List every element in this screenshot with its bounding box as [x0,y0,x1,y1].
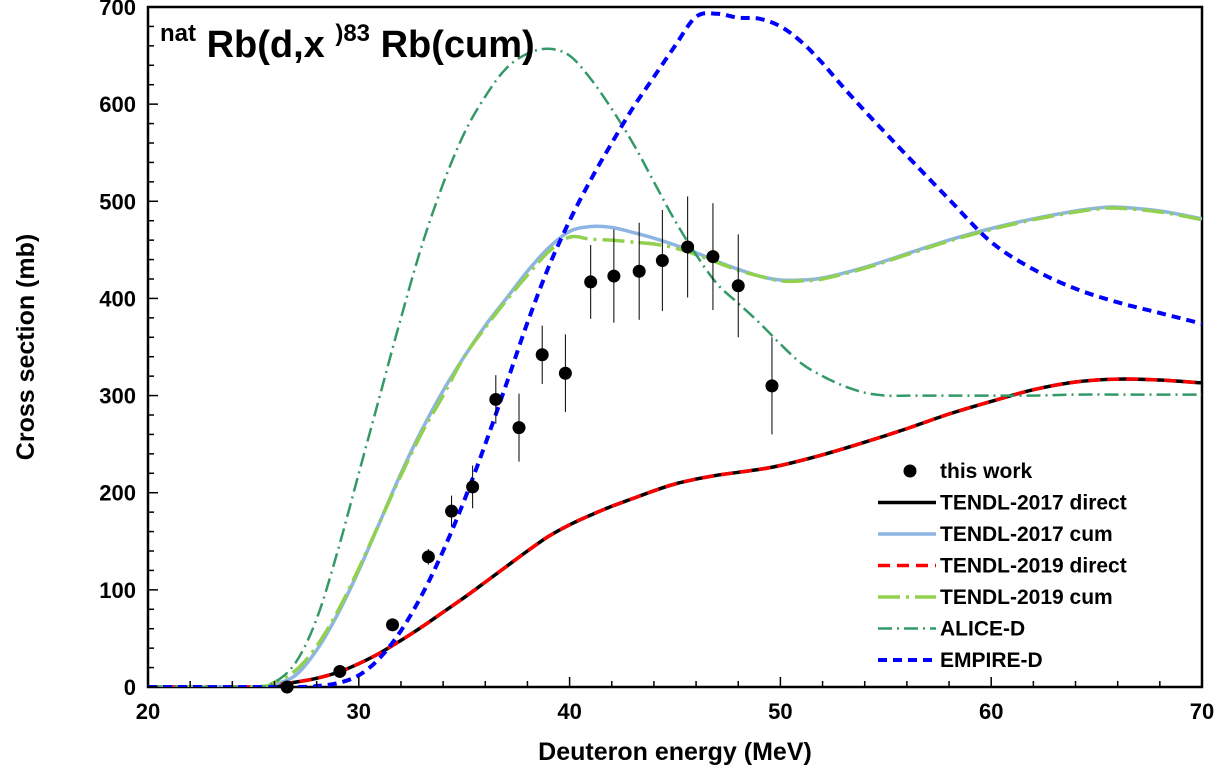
data-point [706,250,720,264]
legend-label-tendl-2019-direct: TENDL-2019 direct [940,555,1127,578]
x-tick-label: 60 [979,699,1003,724]
legend: this work TENDL-2017 direct TENDL-2017 cum… [878,460,1127,672]
series-line-alice-d [148,47,1202,687]
series-line-tendl-2019-cum [148,206,1202,687]
y-tick-label: 500 [99,189,136,214]
data-point [535,348,549,362]
title-main-part1: Rb(d,x [207,24,325,66]
data-point [333,664,347,678]
data-point [765,379,779,393]
data-point [681,240,695,254]
legend-label-tendl-2017-cum: TENDL-2017 cum [940,523,1113,546]
x-tick-label: 30 [347,699,371,724]
y-tick-label: 100 [99,578,136,603]
x-tick-label: 70 [1190,699,1214,724]
legend-label-alice-d: ALICE-D [940,618,1025,641]
title-prefix-superscript: nat [160,20,196,47]
legend-label-tendl-2017-direct: TENDL-2017 direct [940,492,1127,515]
data-point [632,264,646,278]
y-tick-label: 400 [99,286,136,311]
data-point [731,279,745,293]
legend-marker-this-work [903,464,917,478]
data-point [512,421,526,435]
data-point [280,680,294,694]
data-point [584,275,598,289]
y-tick-label: 700 [99,0,136,20]
legend-label-this-work: this work [940,460,1033,483]
title-main-part2: Rb(cum) [381,24,535,66]
x-tick-label: 20 [136,699,160,724]
series-layer [148,11,1202,687]
chart-title: nat Rb(d,x )83 Rb(cum) [160,8,535,66]
y-axis-label: Cross section (mb) [12,234,40,460]
experimental-points [280,196,779,694]
series-line-tendl-2019-direct [148,377,1202,687]
title-mid-superscript: )83 [335,20,370,47]
data-point [607,269,621,283]
data-point [421,550,435,564]
x-tick-label: 50 [768,699,792,724]
plot-frame [146,5,1204,689]
y-tick-label: 200 [99,481,136,506]
data-point [445,504,459,518]
data-point [558,366,572,380]
data-point [466,480,480,494]
y-tick-label: 300 [99,384,136,409]
legend-label-tendl-2019-cum: TENDL-2019 cum [940,586,1113,609]
x-tick-label: 40 [557,699,581,724]
data-point [489,392,503,406]
y-tick-label: 600 [99,92,136,117]
plot-area [146,5,1204,694]
y-tick-label: 0 [124,675,136,700]
legend-label-empire-d: EMPIRE-D [940,649,1043,672]
series-line-empire-d [148,11,1202,687]
x-axis-label: Deuteron energy (MeV) [538,738,812,766]
data-point [386,618,400,632]
data-point [655,254,669,268]
